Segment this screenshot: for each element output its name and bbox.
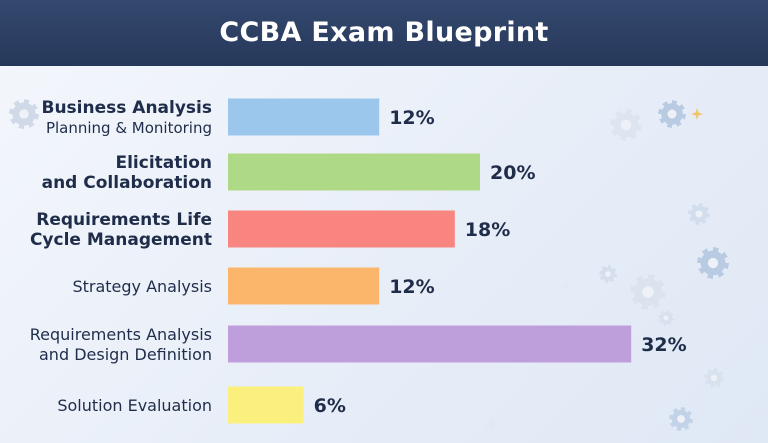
bar <box>228 386 304 424</box>
sparkle-icon <box>722 163 732 173</box>
category-label: Cycle Management <box>30 230 212 250</box>
bar-value-label: 6% <box>314 395 346 417</box>
category-label: Business Analysis <box>42 98 213 118</box>
category-label: and Collaboration <box>42 173 212 193</box>
gear-hub <box>710 374 718 382</box>
category-label: Requirements Life <box>36 210 212 230</box>
gear-hub <box>605 271 611 277</box>
gear-hub <box>620 119 632 131</box>
bar <box>228 267 380 305</box>
gear-hub <box>707 257 719 269</box>
gear-hub <box>642 286 654 298</box>
bar <box>228 153 480 191</box>
bar-value-label: 20% <box>490 162 535 184</box>
gear-hub <box>19 109 29 119</box>
category-label: and Design Definition <box>39 345 212 364</box>
bar <box>228 325 632 363</box>
sparkle-icon <box>691 108 703 120</box>
gear-hub <box>695 210 703 218</box>
sparkle-icon <box>561 281 571 291</box>
gear-hub <box>663 315 669 321</box>
category-label: Solution Evaluation <box>57 396 212 415</box>
sparkle-icon <box>483 416 501 434</box>
bar <box>228 210 455 248</box>
category-label: Strategy Analysis <box>72 277 212 296</box>
header-banner: CCBA Exam Blueprint <box>0 0 768 66</box>
chart-title: CCBA Exam Blueprint <box>219 17 549 48</box>
gear-decoration-group <box>9 99 732 434</box>
category-label: Planning & Monitoring <box>46 119 212 137</box>
gear-hub <box>677 415 685 423</box>
bar-value-label: 32% <box>641 334 686 356</box>
gear-hub <box>667 109 677 119</box>
bar <box>228 98 380 136</box>
bar-value-label: 12% <box>389 107 434 129</box>
category-label: Elicitation <box>115 153 212 173</box>
bar-value-label: 12% <box>389 276 434 298</box>
bar-value-label: 18% <box>465 219 510 241</box>
category-label: Requirements Analysis <box>30 325 212 344</box>
